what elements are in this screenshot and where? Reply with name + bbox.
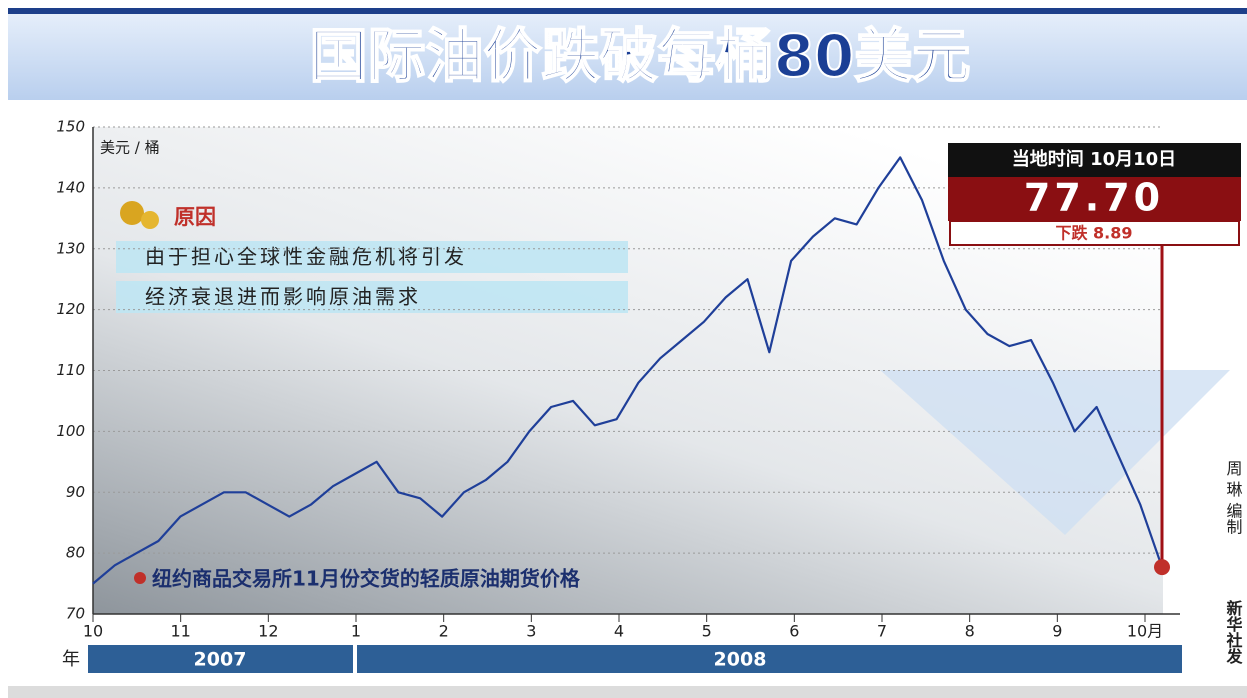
credit: 新华社发: [1224, 599, 1244, 665]
callout-body: [948, 177, 1241, 221]
callout-change: 下跌 8.89: [1055, 224, 1132, 243]
y-tick-label: 130: [56, 239, 85, 257]
y-tick-label: 70: [66, 605, 85, 623]
y-tick-label: 80: [66, 544, 85, 562]
chart-title: 国际油价跌破每桶80美元: [310, 22, 971, 90]
year-bar: [88, 645, 353, 673]
footer-bar: [8, 686, 1247, 698]
reason-line: 由于担心全球性金融危机将引发: [145, 245, 467, 269]
x-tick-label: 2: [439, 622, 449, 641]
x-tick-label: 9: [1052, 622, 1062, 641]
banner-line: [8, 8, 1247, 14]
y-tick-label: 100: [56, 422, 85, 440]
title-banner: [8, 8, 1247, 100]
callout-date: 当地时间 10月10日: [1012, 148, 1176, 170]
legend-dot: [134, 572, 146, 584]
x-tick-label: 12: [258, 622, 278, 641]
reason-title: 原因: [174, 205, 216, 229]
x-tick-label: 10: [83, 622, 103, 641]
series-note: 纽约商品交易所11月份交货的轻质原油期货价格: [152, 567, 581, 591]
x-tick-label: 8: [965, 622, 975, 641]
callout-footer: [949, 220, 1240, 246]
y-tick-label: 110: [56, 361, 85, 379]
y-tick-label: 150: [56, 118, 85, 136]
x-tick-label: 7: [877, 622, 887, 641]
x-tick-label: 1: [351, 622, 361, 641]
year-label: 2008: [714, 649, 767, 671]
x-tick-label: 3: [526, 622, 536, 641]
y-axis-label: 美元 / 桶: [100, 139, 160, 157]
reason-box: [116, 281, 628, 313]
year-label: 2007: [194, 649, 247, 671]
callout-price: 77.70: [1024, 176, 1164, 220]
x-tick-label: 6: [789, 622, 799, 641]
callout-header: [948, 143, 1241, 177]
reason-line: 经济衰退进而影响原油需求: [145, 285, 421, 309]
coin-icon: [141, 211, 159, 229]
end-point: [1154, 559, 1170, 576]
price-line: [92, 156, 1164, 585]
x-tick-label: 11: [170, 622, 190, 641]
x-tick-label: 5: [702, 622, 712, 641]
down-arrow: [880, 370, 1230, 535]
y-tick-label: 120: [56, 300, 85, 318]
callout: 当地时间 10月10日 77.70 下跌 8.89: [948, 143, 1241, 246]
reason-box: [116, 241, 628, 273]
credit: 周 琳 编制: [1224, 460, 1243, 534]
x-tick-label: 10月: [1127, 622, 1163, 641]
x-tick-label: 4: [614, 622, 624, 641]
y-tick-label: 140: [56, 178, 85, 196]
year-axis-label: 年: [62, 649, 80, 670]
y-tick-label: 90: [66, 483, 85, 501]
year-bar: [357, 645, 1182, 673]
coin-icon: [120, 201, 144, 225]
